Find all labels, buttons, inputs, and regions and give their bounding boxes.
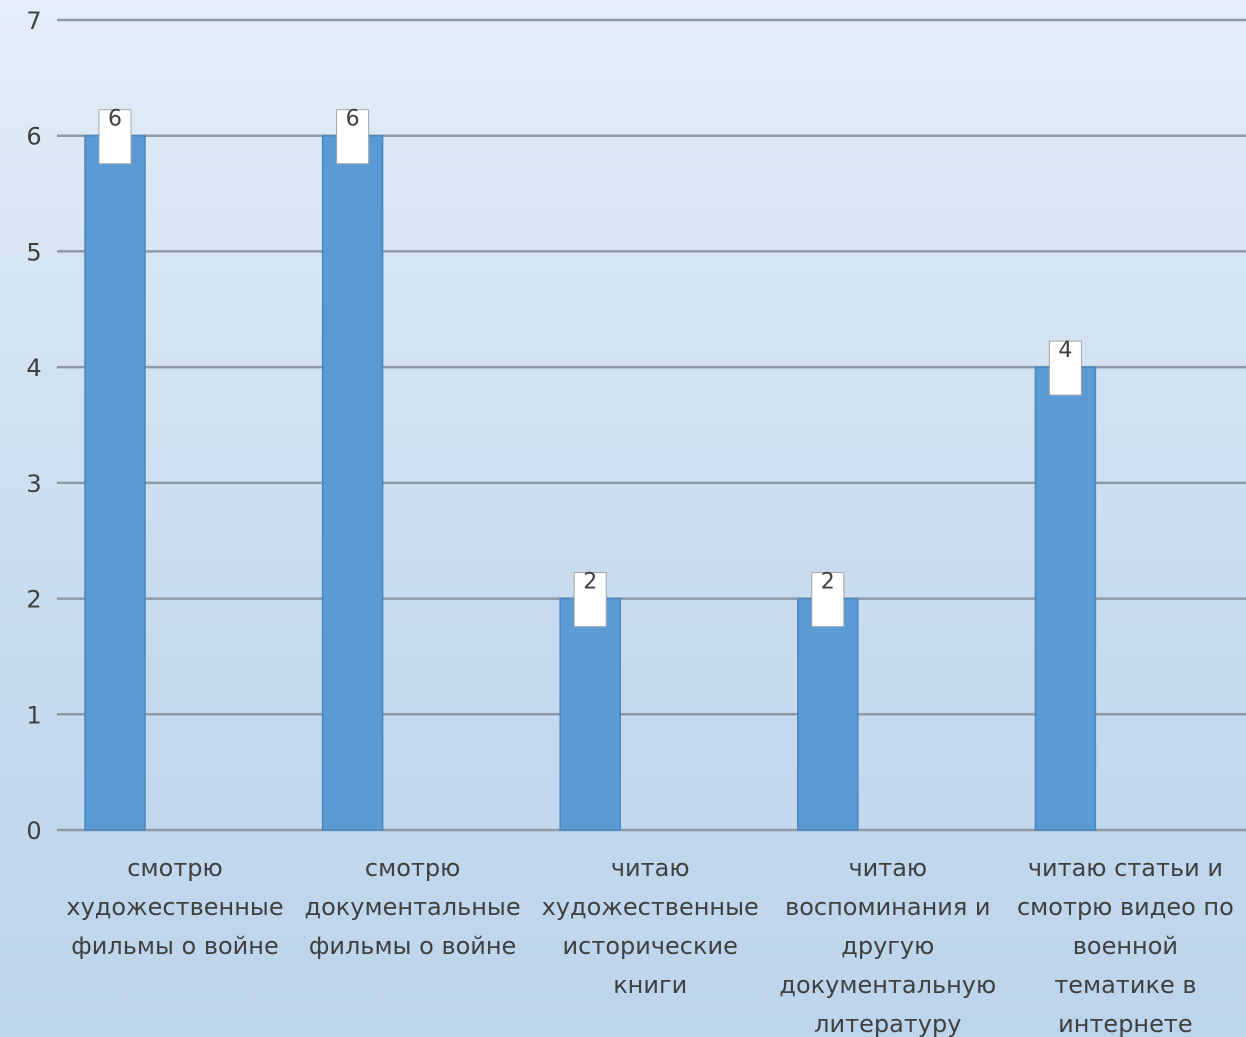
category-label-line: смотрю	[127, 854, 222, 882]
category-label-line: читаю	[611, 854, 690, 882]
data-label: 2	[583, 570, 597, 595]
category-label-line: смотрю	[365, 854, 460, 882]
category-label-line: художественные	[542, 893, 759, 921]
data-labels: 6 6 2 2 4	[98, 107, 1082, 628]
category-label-line: книги	[613, 971, 687, 999]
category-label: читаю статьи и смотрю видео по военной тема…	[1017, 854, 1234, 1037]
category-label-line: документальную	[779, 971, 996, 999]
data-label: 2	[821, 570, 835, 595]
category-label: читаю воспоминания и другую документальную л…	[779, 854, 996, 1037]
y-tick-label: 6	[26, 123, 41, 151]
category-label-line: документальные	[305, 893, 521, 921]
data-label: 6	[108, 107, 122, 132]
data-label-box	[336, 109, 370, 165]
bar	[1034, 366, 1097, 831]
y-tick-label: 5	[26, 238, 41, 266]
category-label-line: исторические	[563, 932, 738, 960]
data-label-box	[1048, 340, 1082, 396]
data-label: 4	[1058, 338, 1072, 363]
bars	[84, 134, 1097, 831]
y-tick-label: 0	[26, 817, 41, 845]
category-label-line: тематике в	[1054, 971, 1196, 999]
category-label-line: воспоминания и	[785, 893, 990, 921]
bar	[321, 134, 384, 831]
y-tick-label: 2	[26, 586, 41, 614]
bar	[797, 597, 859, 831]
category-label-line: интернете	[1058, 1010, 1192, 1037]
category-label-line: литературу	[814, 1010, 961, 1037]
category-label-line: военной	[1073, 932, 1178, 960]
gridlines	[57, 18, 1246, 832]
category-label-line: читаю	[848, 854, 927, 882]
y-tick-label: 7	[26, 7, 41, 35]
data-label-box	[573, 572, 607, 628]
category-label-line: фильмы о войне	[71, 932, 278, 960]
category-label-line: художественные	[66, 893, 283, 921]
y-tick-label: 1	[26, 701, 41, 729]
data-label: 6	[346, 107, 360, 132]
y-axis-ticks: 0 1 2 3 4 5 6 7	[26, 7, 41, 845]
category-label: смотрю художественные фильмы о войне	[66, 854, 283, 960]
category-label: читаю художественные исторические книги	[542, 854, 759, 999]
bar	[84, 134, 146, 831]
data-label-box	[811, 572, 845, 628]
data-label-box	[98, 109, 132, 165]
y-tick-label: 4	[26, 354, 41, 382]
category-label-line: читаю статьи и	[1028, 854, 1223, 882]
bar	[559, 597, 621, 831]
category-label-line: фильмы о войне	[309, 932, 516, 960]
y-tick-label: 3	[26, 470, 41, 498]
category-label-line: смотрю видео по	[1017, 893, 1234, 921]
category-label: смотрю документальные фильмы о войне	[305, 854, 521, 960]
category-label-line: другую	[841, 932, 934, 960]
